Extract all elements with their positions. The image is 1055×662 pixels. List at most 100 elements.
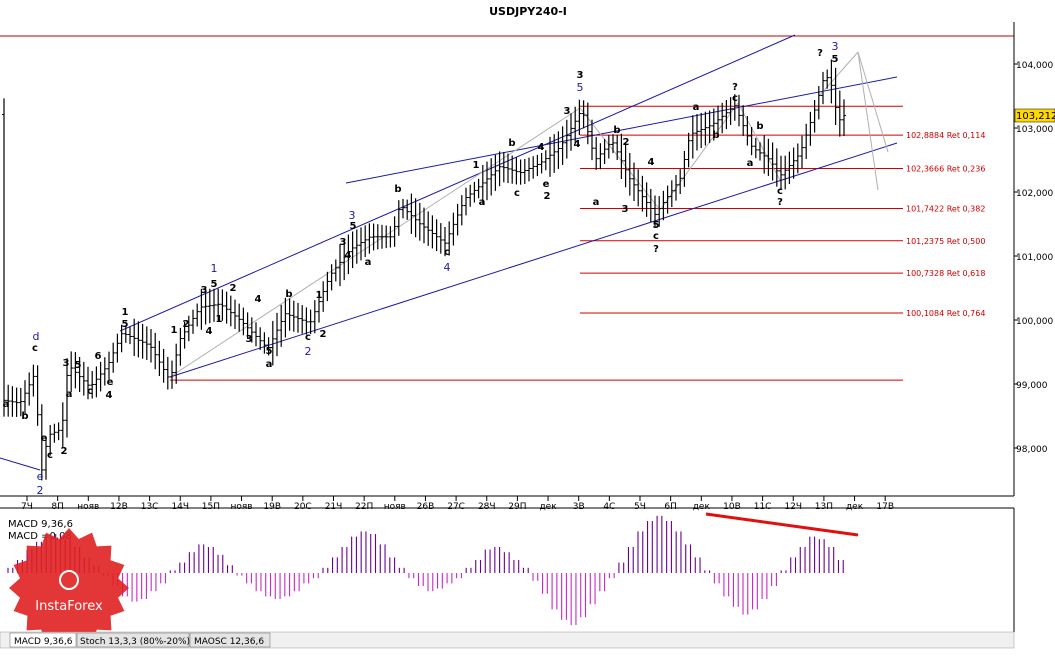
ohlc-bar [560,126,565,165]
tab-stoch[interactable]: Stoch 13,3,3 (80%-20%) [76,632,190,648]
ohlc-bar [795,143,800,174]
wave-label: b [756,121,763,132]
ohlc-bar [413,198,418,238]
ohlc-bar [808,111,813,146]
wave-label: 3 [63,358,70,369]
ohlc-bar [762,135,767,174]
ohlc-bar [392,216,397,247]
x-tick-label: 17В [876,502,894,512]
wave-label-blue: 3 [832,40,839,53]
ohlc-bar [153,332,158,370]
ohlc-bar [837,90,842,137]
ohlc-bar [422,207,426,244]
ohlc-bar [60,402,65,449]
ohlc-bar [707,110,712,144]
wave-label: 3 [577,70,584,81]
ohlc-bar [27,372,32,406]
ohlc-bar [695,114,699,151]
wave-label: 4 [538,142,545,153]
ohlc-bar [661,190,666,221]
ohlc-bar [115,333,120,363]
ohlc-bar [804,123,809,159]
wave-label: a [747,158,754,169]
ohlc-bar [384,225,389,249]
ohlc-bar [745,116,750,146]
wave-label: 5 [266,346,273,357]
ohlc-bar [359,227,363,261]
ohlc-bar [157,340,162,377]
ohlc-bar [577,99,582,136]
wave-label-blue: 4 [444,261,451,274]
wave-label-blue: e [37,470,44,483]
x-tick-label: 13С [141,502,159,512]
ohlc-bar [199,288,204,330]
ohlc-bar [493,154,498,191]
ohlc-bar [644,182,649,217]
ohlc-bar [81,361,86,396]
ohlc-bar [279,304,284,347]
ohlc-bar [598,143,603,170]
ohlc-bar [182,321,187,349]
chart-title: USDJPY240-I [489,5,567,18]
ohlc-bar [216,288,221,321]
wave-label: 5 [211,279,218,290]
ohlc-bar [39,404,44,481]
ohlc-bar [350,231,355,269]
tab-macd[interactable]: MACD 9,36,6 [9,632,77,648]
x-tick-label: нояв [77,502,99,512]
ohlc-bar [245,312,250,339]
retracement-label: 101,7422 Ret 0,382 [906,204,985,213]
x-tick-label: 12Ч [784,502,802,512]
ohlc-bar [325,271,330,302]
ohlc-bar [552,134,557,173]
wave-label: 2 [230,283,237,294]
ohlc-bar [98,361,103,392]
ohlc-bar [291,300,296,332]
instaforex-logo: InstaForex [9,528,129,648]
retracement-label: 100,7328 Ret 0,618 [906,269,985,278]
ohlc-bar [728,97,733,125]
ohlc-bar [44,436,48,480]
ohlc-bar [132,318,137,357]
ohlc-bar [657,196,662,227]
ohlc-bar [405,199,410,220]
ohlc-bar [468,184,473,207]
x-tick-label: 19В [263,502,281,512]
ohlc-bar [758,142,762,161]
ohlc-bar [224,291,229,324]
ohlc-bar [346,234,351,275]
ohlc-bar [241,307,246,336]
ohlc-bar [518,159,523,185]
ohlc-bar [564,119,569,159]
ohlc-bar [787,151,792,185]
ohlc-bar [107,351,111,380]
ohlc-bar [149,328,153,363]
wave-label: 4 [648,157,655,168]
x-tick-label: 4С [603,502,615,512]
wave-label: ? [817,48,823,59]
ohlc-bar [699,112,704,148]
ohlc-bar [65,358,69,438]
projection-line [819,51,859,96]
ohlc-bar [665,185,670,214]
ohlc-bar [14,387,19,417]
wave-label: b [712,130,719,141]
ohlc-bars [2,59,846,481]
ohlc-bar [682,150,687,187]
ohlc-bar [451,212,456,246]
ohlc-bar [296,302,300,333]
tab-maosc[interactable]: MAOSC 12,36,6 [189,632,271,648]
wave-label-blue: d [33,330,40,343]
ohlc-bar [489,158,494,196]
ohlc-bar [233,299,237,330]
wave-label: 4 [206,326,213,337]
y-tick-label: 98,000 [1016,445,1048,455]
ohlc-bar [636,169,641,207]
logo-circle [59,570,79,590]
ohlc-bar [69,351,74,393]
ohlc-bar [573,106,578,143]
x-tick-label: 8П [51,502,64,512]
wave-label: 4 [574,139,581,150]
